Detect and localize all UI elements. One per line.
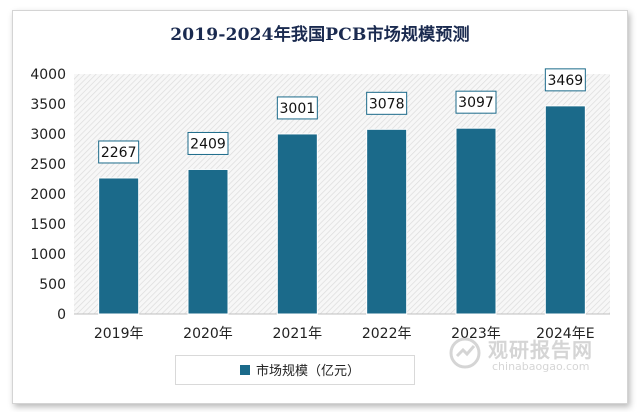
bar <box>455 127 497 315</box>
bar <box>98 177 140 315</box>
bar <box>187 168 229 315</box>
y-tick-label: 3000 <box>30 127 66 143</box>
data-label: 2409 <box>190 136 226 152</box>
y-tick-label: 4000 <box>30 67 66 83</box>
data-label: 2267 <box>101 145 137 161</box>
legend: 市场规模（亿元） <box>175 355 415 385</box>
x-tick-label: 2019年 <box>94 326 144 342</box>
x-tick-label: 2024年E <box>536 326 594 342</box>
data-label: 3097 <box>458 95 494 111</box>
y-tick-label: 3500 <box>30 97 66 113</box>
data-label: 3078 <box>369 96 405 112</box>
y-tick-label: 2500 <box>30 157 66 173</box>
x-tick-label: 2021年 <box>273 326 323 342</box>
x-tick-label: 2022年 <box>362 326 412 342</box>
y-tick-label: 2000 <box>30 187 66 203</box>
legend-swatch <box>240 365 250 375</box>
data-label-box <box>455 90 497 114</box>
watermark-name: 观研报告网 <box>488 338 593 362</box>
legend-label: 市场规模（亿元） <box>256 364 361 379</box>
data-label-box <box>276 96 318 120</box>
bar <box>544 105 586 315</box>
y-tick-label: 1000 <box>30 247 66 263</box>
x-tick-label: 2023年 <box>451 326 501 342</box>
bar <box>276 133 318 315</box>
chart-title: 2019-2024年我国PCB市场规模预测 <box>170 25 470 45</box>
data-label-box <box>544 68 586 92</box>
data-label-box <box>187 131 229 155</box>
watermark-url: chinabaogao.com <box>492 360 590 373</box>
y-tick-label: 0 <box>57 307 66 323</box>
plot-area <box>74 74 610 314</box>
watermark: 观研报告网 chinabaogao.com <box>448 332 618 380</box>
data-label-box <box>366 91 408 115</box>
x-tick-label: 2020年 <box>183 326 233 342</box>
y-tick-label: 500 <box>39 277 66 293</box>
y-tick-label: 1500 <box>30 217 66 233</box>
watermark-logo-icon <box>449 337 481 369</box>
data-label: 3469 <box>548 73 584 89</box>
data-label-box <box>98 140 140 164</box>
data-label: 3001 <box>280 101 316 117</box>
bar <box>366 128 408 315</box>
